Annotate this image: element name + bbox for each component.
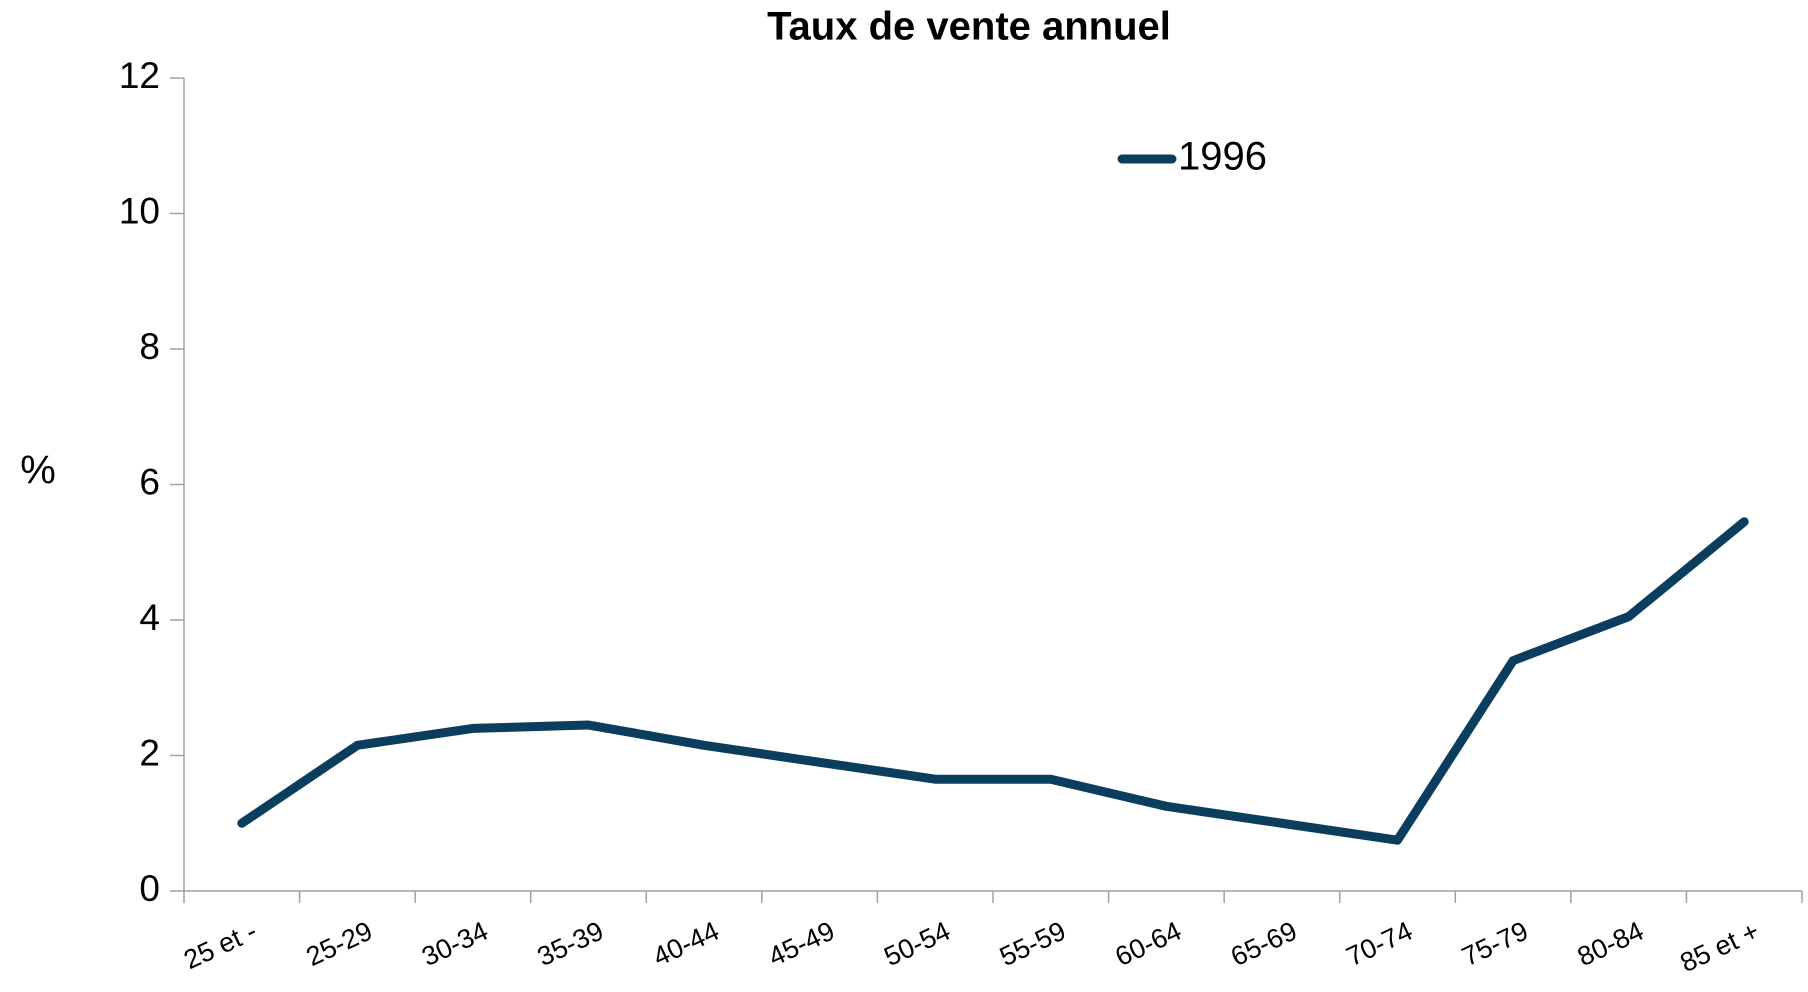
- y-tick-label: 4: [139, 597, 160, 638]
- series-line: [237, 517, 1749, 845]
- x-tick-label: 50-54: [879, 916, 954, 972]
- y-tick-label: 6: [139, 461, 160, 502]
- chart-title: Taux de vente annuel: [767, 5, 1171, 49]
- y-tick-label: 10: [119, 190, 160, 231]
- x-tick-label: 40-44: [648, 916, 723, 972]
- x-tick-label: 30-34: [417, 916, 492, 972]
- x-tick-label: 75-79: [1457, 916, 1532, 972]
- y-axis-label: %: [20, 449, 56, 493]
- x-tick-label: 80-84: [1573, 916, 1648, 972]
- x-tick-label: 65-69: [1226, 916, 1301, 972]
- y-tick-label: 2: [139, 732, 160, 773]
- legend-label: 1996: [1178, 135, 1267, 179]
- x-tick-label: 55-59: [995, 916, 1070, 972]
- y-tick-label: 8: [139, 326, 160, 367]
- x-tick-label: 35-39: [533, 916, 608, 972]
- x-tick-label: 45-49: [764, 916, 839, 972]
- x-tick-label: 25-29: [302, 916, 377, 972]
- x-tick-label: 70-74: [1342, 916, 1417, 972]
- x-tick-label: 25 et -: [179, 916, 261, 976]
- y-tick-label: 12: [119, 55, 160, 96]
- y-tick-label: 0: [139, 868, 160, 909]
- x-tick-label: 85 et +: [1676, 916, 1764, 978]
- x-tick-label: 60-64: [1111, 916, 1186, 972]
